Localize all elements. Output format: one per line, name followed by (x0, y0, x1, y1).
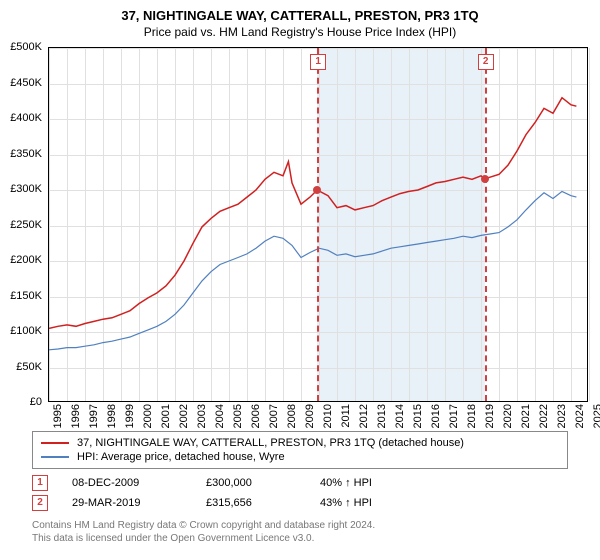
y-tick-label: £150K (0, 290, 42, 302)
legend-swatch (41, 456, 69, 458)
x-tick-label: 2020 (502, 404, 514, 434)
marker-label: 1 (310, 54, 326, 70)
x-tick-label: 2010 (322, 404, 334, 434)
attribution: Contains HM Land Registry data © Crown c… (32, 519, 568, 545)
x-tick-label: 2000 (142, 404, 154, 434)
x-tick-label: 2011 (340, 404, 352, 434)
y-tick-label: £250K (0, 219, 42, 231)
marker-dot (313, 186, 321, 194)
sale-marker: 2 (32, 495, 48, 511)
sales-rows: 1 08-DEC-2009 £300,000 40% ↑ HPI 2 29-MAR-201… (32, 473, 568, 513)
chart-subtitle: Price paid vs. HM Land Registry's House … (0, 23, 600, 47)
y-tick-label: £400K (0, 112, 42, 124)
marker-line (485, 48, 487, 401)
x-tick-label: 2019 (484, 404, 496, 434)
sale-date: 08-DEC-2009 (72, 477, 182, 489)
sale-row: 2 29-MAR-2019 £315,656 43% ↑ HPI (32, 493, 568, 513)
y-tick-label: £100K (0, 325, 42, 337)
x-tick-label: 2001 (160, 404, 172, 434)
x-tick-label: 2002 (178, 404, 190, 434)
x-tick-label: 2007 (268, 404, 280, 434)
y-tick-label: £200K (0, 254, 42, 266)
sale-pct: 40% ↑ HPI (320, 477, 372, 489)
legend-swatch (41, 442, 69, 444)
grid-line-v (589, 48, 590, 401)
x-tick-label: 2008 (286, 404, 298, 434)
x-tick-label: 2016 (430, 404, 442, 434)
y-tick-label: £500K (0, 41, 42, 53)
x-tick-label: 1998 (106, 404, 118, 434)
chart-container: 37, NIGHTINGALE WAY, CATTERALL, PRESTON,… (0, 0, 600, 560)
series-hpi (49, 191, 576, 349)
marker-dot (481, 175, 489, 183)
y-tick-label: £450K (0, 77, 42, 89)
y-tick-label: £350K (0, 148, 42, 160)
y-tick-label: £0 (0, 396, 42, 408)
x-tick-label: 2021 (520, 404, 532, 434)
y-tick-label: £300K (0, 183, 42, 195)
x-tick-label: 1995 (52, 404, 64, 434)
x-tick-label: 1996 (70, 404, 82, 434)
x-tick-label: 2009 (304, 404, 316, 434)
x-tick-label: 1997 (88, 404, 100, 434)
x-tick-label: 2012 (358, 404, 370, 434)
x-tick-label: 1999 (124, 404, 136, 434)
legend-row: 37, NIGHTINGALE WAY, CATTERALL, PRESTON,… (41, 436, 559, 450)
x-tick-label: 2014 (394, 404, 406, 434)
sale-date: 29-MAR-2019 (72, 497, 182, 509)
sale-row: 1 08-DEC-2009 £300,000 40% ↑ HPI (32, 473, 568, 493)
x-tick-label: 2004 (214, 404, 226, 434)
x-tick-label: 2013 (376, 404, 388, 434)
legend-row: HPI: Average price, detached house, Wyre (41, 450, 559, 464)
attribution-line-1: Contains HM Land Registry data © Crown c… (32, 519, 568, 532)
chart-title: 37, NIGHTINGALE WAY, CATTERALL, PRESTON,… (0, 0, 600, 23)
attribution-line-2: This data is licensed under the Open Gov… (32, 532, 568, 545)
y-tick-label: £50K (0, 361, 42, 373)
x-tick-label: 2006 (250, 404, 262, 434)
legend: 37, NIGHTINGALE WAY, CATTERALL, PRESTON,… (32, 431, 568, 469)
x-tick-label: 2003 (196, 404, 208, 434)
x-tick-label: 2018 (466, 404, 478, 434)
sale-price: £315,656 (206, 497, 296, 509)
sale-marker: 1 (32, 475, 48, 491)
x-tick-label: 2005 (232, 404, 244, 434)
x-tick-label: 2025 (592, 404, 600, 434)
x-tick-label: 2015 (412, 404, 424, 434)
x-tick-label: 2024 (574, 404, 586, 434)
marker-label: 2 (478, 54, 494, 70)
chart-area: 12 £0£50K£100K£150K£200K£250K£300K£350K£… (48, 47, 588, 427)
x-tick-label: 2017 (448, 404, 460, 434)
legend-label: HPI: Average price, detached house, Wyre (77, 451, 285, 463)
sale-price: £300,000 (206, 477, 296, 489)
x-tick-label: 2022 (538, 404, 550, 434)
plot-area: 12 (48, 47, 588, 402)
x-tick-label: 2023 (556, 404, 568, 434)
marker-line (317, 48, 319, 401)
legend-label: 37, NIGHTINGALE WAY, CATTERALL, PRESTON,… (77, 437, 464, 449)
sale-pct: 43% ↑ HPI (320, 497, 372, 509)
series-property (49, 98, 576, 329)
